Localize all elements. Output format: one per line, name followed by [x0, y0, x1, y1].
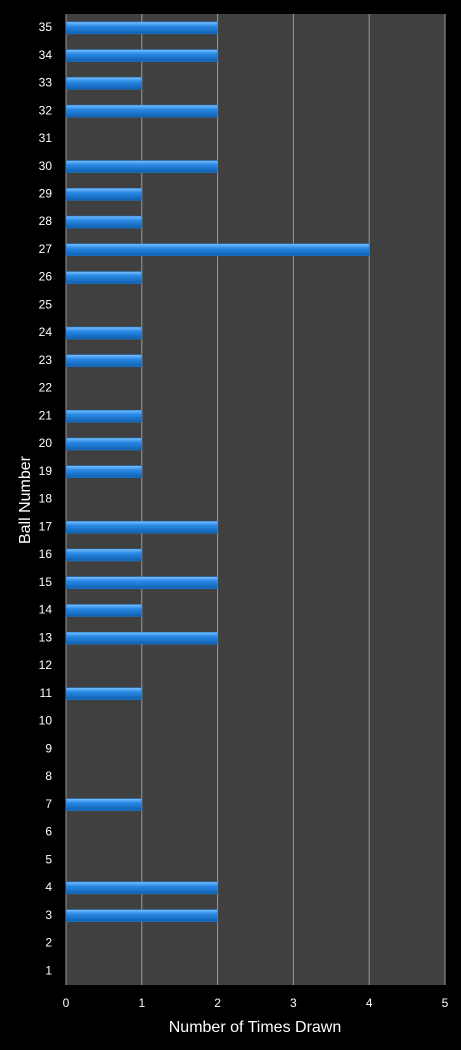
bar [65, 909, 218, 922]
bar [65, 77, 143, 90]
y-tick-label: 19 [39, 464, 53, 478]
y-tick-label: 3 [45, 908, 52, 922]
bar [65, 188, 143, 201]
y-tick-label: 35 [39, 20, 53, 34]
y-tick-label: 29 [39, 187, 53, 201]
plot-area [66, 14, 445, 985]
x-tick-label: 1 [138, 996, 145, 1010]
y-tick-label: 26 [39, 270, 53, 284]
y-tick-label: 30 [39, 159, 53, 173]
bar [65, 437, 143, 451]
bar [65, 687, 143, 700]
y-tick-label: 15 [39, 575, 53, 589]
y-tick-label: 33 [39, 76, 53, 90]
bar [65, 520, 218, 534]
y-tick-label: 22 [39, 381, 53, 395]
y-tick-label: 2 [45, 936, 52, 950]
y-tick-label: 16 [39, 547, 53, 561]
y-tick-label: 13 [39, 630, 53, 644]
bar [65, 21, 218, 35]
y-tick-label: 7 [45, 797, 52, 811]
x-tick-label: 5 [442, 996, 449, 1010]
bar [65, 160, 218, 173]
y-tick-label: 11 [40, 686, 53, 700]
y-tick-label: 18 [39, 492, 53, 506]
bar [65, 271, 143, 284]
x-tick-label: 2 [214, 996, 221, 1010]
y-axis-title: Ball Number [17, 455, 34, 544]
y-tick-label: 20 [39, 436, 53, 450]
x-tick-label: 0 [63, 996, 70, 1010]
y-tick-label: 6 [45, 825, 52, 839]
y-tick-label: 25 [39, 297, 53, 311]
bar [65, 104, 218, 118]
y-tick-label: 9 [45, 741, 52, 755]
bar [65, 49, 218, 62]
y-tick-label: 4 [45, 880, 52, 894]
bar [65, 243, 370, 257]
x-tick-label: 4 [366, 996, 373, 1010]
y-tick-label: 17 [39, 519, 53, 533]
y-tick-label: 34 [39, 48, 53, 62]
bar [65, 326, 143, 340]
y-tick-label: 21 [39, 408, 53, 422]
y-tick-label: 10 [39, 714, 53, 728]
y-tick-label: 32 [39, 103, 53, 117]
y-tick-label: 31 [39, 131, 53, 145]
y-tick-label: 12 [39, 658, 53, 672]
y-tick-label: 8 [45, 769, 52, 783]
bar [65, 576, 218, 589]
bar [65, 631, 218, 645]
y-tick-label: 24 [39, 325, 53, 339]
bar [65, 548, 143, 562]
x-tick-label: 3 [290, 996, 297, 1010]
bar [65, 410, 143, 423]
y-tick-label: 1 [45, 963, 52, 977]
y-tick-label: 23 [39, 353, 53, 367]
y-tick-label: 28 [39, 214, 53, 228]
bar [65, 354, 143, 368]
bar [65, 465, 143, 479]
y-tick-label: 14 [39, 603, 53, 617]
bar [65, 798, 143, 811]
y-tick-label: 5 [45, 852, 52, 866]
bar [65, 215, 143, 229]
bar [65, 604, 143, 617]
x-axis-title: Number of Times Drawn [169, 1019, 342, 1036]
y-tick-label: 27 [39, 242, 53, 256]
bar [65, 881, 218, 895]
